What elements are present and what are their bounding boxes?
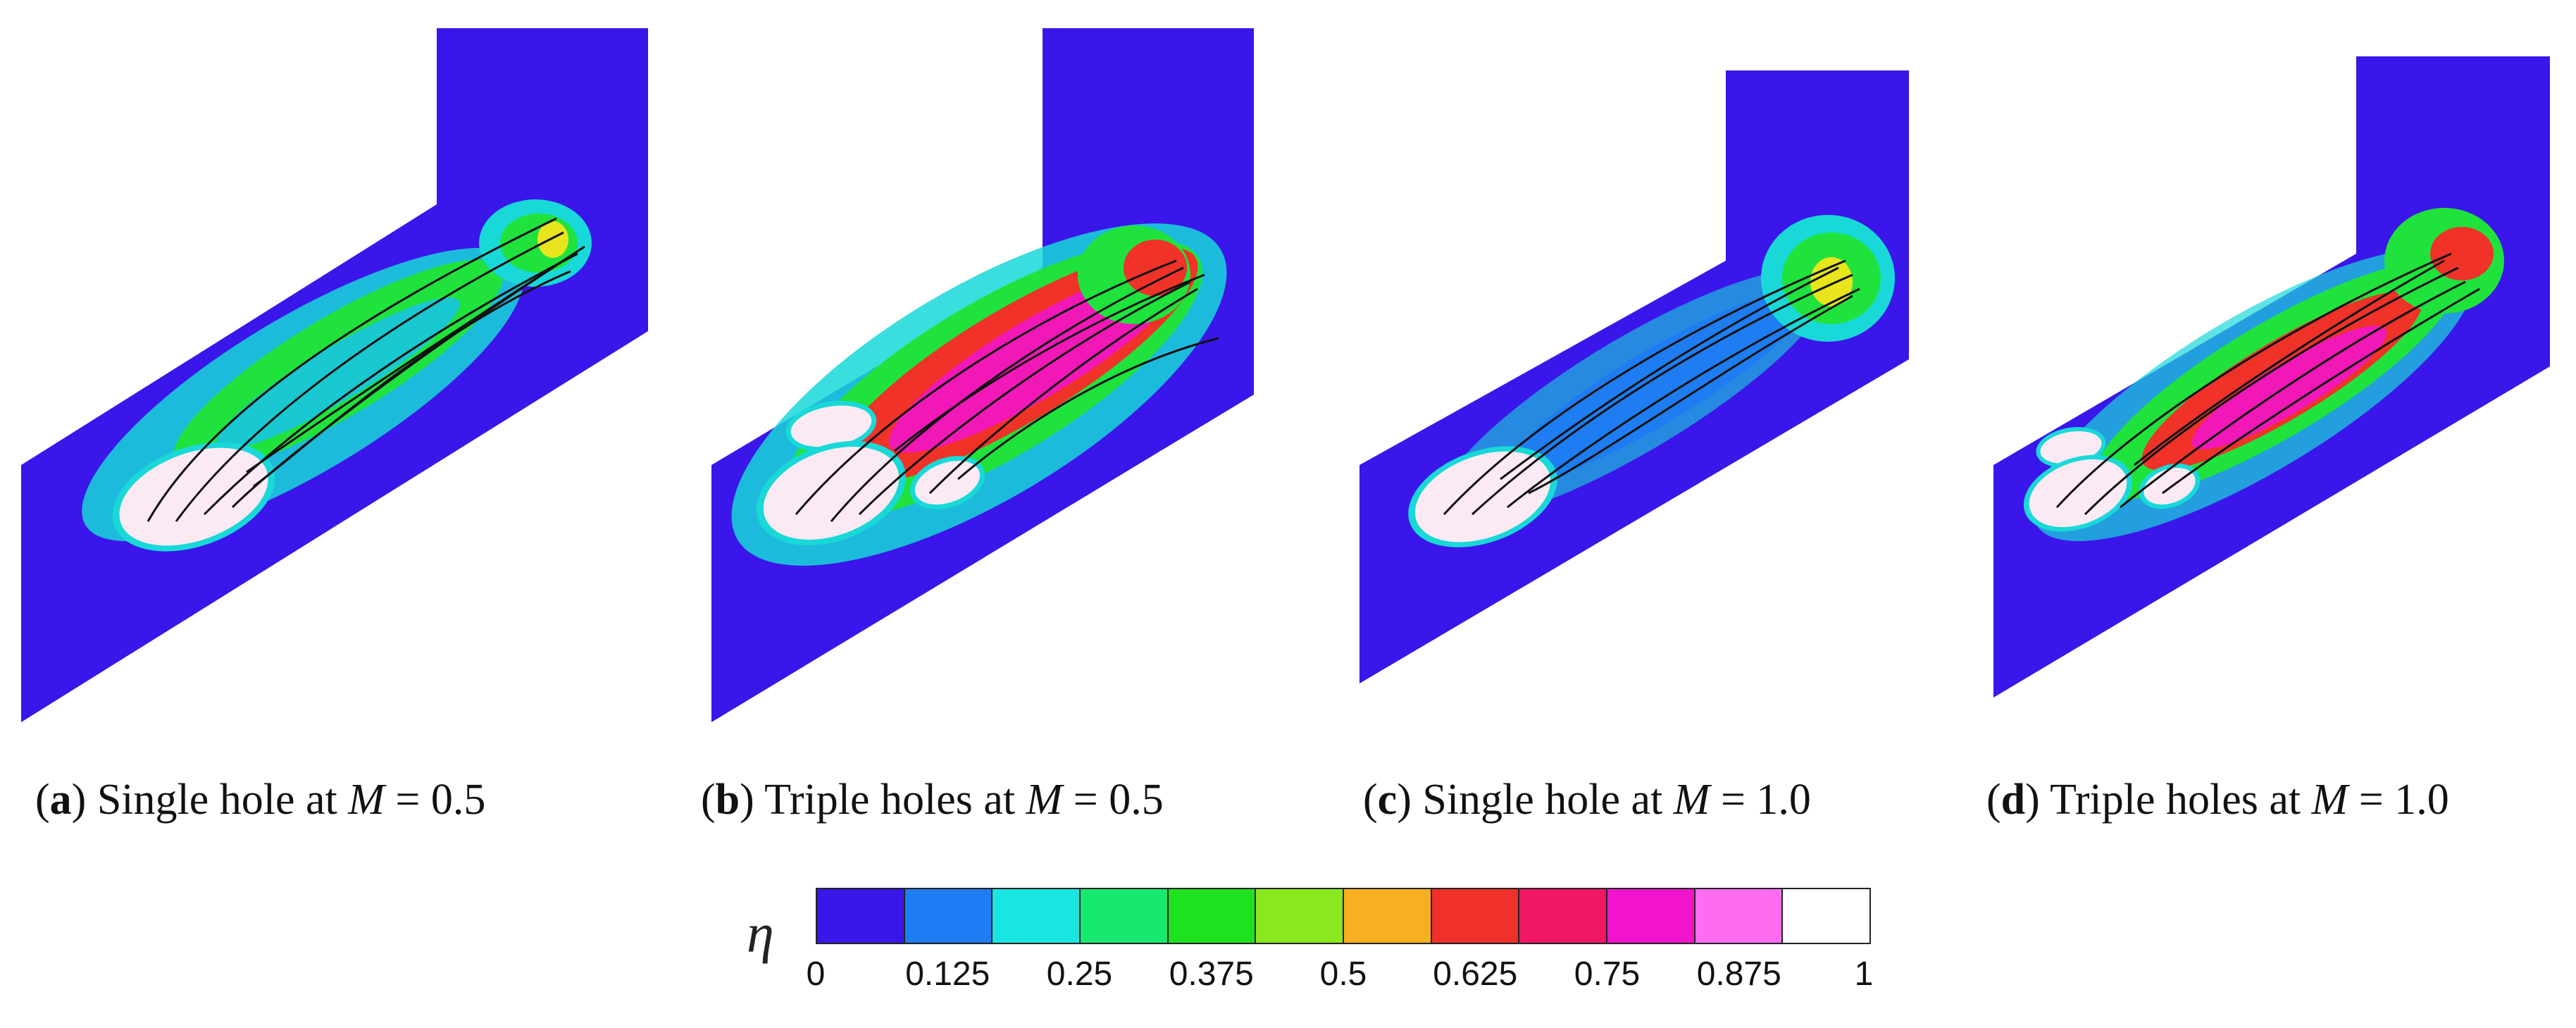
colorbar-tick-label: 0 — [806, 955, 826, 993]
colorbar-cell — [993, 889, 1081, 943]
streamline — [2055, 252, 2452, 509]
contour-plot-c — [1359, 70, 1909, 683]
streamline — [2120, 280, 2466, 509]
streamline — [795, 259, 1177, 515]
colorbar-cell — [1695, 889, 1784, 943]
outlet-hot — [537, 221, 568, 258]
cooling-hole — [763, 447, 900, 540]
colorbar-cell — [1607, 889, 1695, 943]
caption-var: M — [348, 776, 385, 824]
colorbar-cell — [1783, 889, 1870, 943]
colorbar-tick-label: 0.75 — [1574, 955, 1641, 993]
cooling-hole — [914, 460, 981, 505]
streamline — [928, 287, 1198, 495]
streamline — [957, 337, 1219, 481]
streamline — [1528, 295, 1853, 495]
streamline — [246, 245, 585, 473]
streamline — [1443, 259, 1846, 516]
caption-close: ) — [71, 776, 87, 824]
caption-a: (a) Single hole at M = 0.5 — [35, 775, 485, 838]
colorbar-tick-label: 1 — [1854, 955, 1874, 993]
streamline — [2162, 287, 2480, 495]
caption-tag: d — [2001, 776, 2026, 824]
caption-d: (d) Triple holes at M = 1.0 — [1986, 775, 2449, 838]
panel-b — [711, 28, 1345, 733]
contour-plot-d — [1993, 56, 2550, 698]
colorbar-cell — [1256, 889, 1345, 943]
cooling-hole — [1414, 451, 1551, 543]
colorbar-cell — [1081, 889, 1169, 943]
colorbar-tick-label: 0.5 — [1319, 955, 1367, 993]
colorbar-tick-label: 0.375 — [1169, 955, 1254, 993]
streamline — [147, 217, 557, 522]
colorbar-tick-label: 0.875 — [1696, 955, 1781, 993]
caption-value: = 1.0 — [1710, 776, 1811, 824]
colorbar — [816, 888, 1871, 944]
caption-text: Single hole at — [1411, 776, 1674, 824]
caption-value: = 1.0 — [2348, 776, 2449, 824]
caption-close: ) — [2025, 776, 2040, 824]
outlet-center — [1810, 257, 1853, 306]
caption-c: (c) Single hole at M = 1.0 — [1363, 775, 1811, 838]
caption-var: M — [1026, 776, 1063, 824]
panel-d — [1993, 28, 2576, 733]
colorbar-cell — [817, 889, 905, 943]
legend-symbol: η — [747, 903, 774, 964]
colorbar-cell — [1168, 889, 1257, 943]
cooling-hole — [119, 447, 268, 546]
panel-c — [1359, 28, 1993, 733]
caption-text: Triple holes at — [2039, 776, 2312, 824]
caption-var: M — [2311, 776, 2348, 824]
colorbar-legend: η 0 0.125 0.25 0.375 0.5 0.625 0.75 0.875 1 — [747, 874, 1873, 1015]
streamline — [253, 270, 571, 488]
film-center — [216, 297, 460, 450]
contour-plot-b — [711, 28, 1254, 722]
colorbar-cell — [1344, 889, 1432, 943]
contour-plot-a — [21, 28, 648, 722]
outlet-hot — [1124, 240, 1187, 296]
streamlines — [795, 259, 1219, 522]
colorbar-tick-label: 0.125 — [905, 955, 990, 993]
streamlines — [147, 217, 585, 522]
cooling-hole — [790, 405, 872, 447]
colorbar-tick-label: 0.25 — [1046, 955, 1113, 993]
streamline — [2134, 259, 2445, 466]
caption-var: M — [1673, 776, 1710, 824]
streamline — [1507, 287, 1860, 509]
streamline — [830, 266, 1184, 522]
caption-b: (b) Triple holes at M = 0.5 — [701, 775, 1164, 838]
caption-text: Triple holes at — [754, 776, 1026, 824]
caption-tag: b — [715, 776, 740, 824]
caption-close: ) — [1397, 776, 1412, 824]
cooling-hole — [2143, 467, 2196, 505]
streamlines — [2055, 252, 2480, 516]
colorbar-cell — [1519, 889, 1608, 943]
film-core — [1503, 291, 1807, 484]
caption-close: ) — [740, 776, 754, 824]
outlet-hot — [2430, 227, 2494, 280]
streamline — [858, 280, 1191, 516]
colorbar-cell — [1431, 889, 1520, 943]
streamline — [203, 252, 578, 516]
panel-a — [21, 28, 655, 733]
streamline — [1500, 266, 1839, 481]
streamline — [894, 273, 1205, 452]
caption-open: ( — [701, 776, 716, 824]
caption-open: ( — [1363, 776, 1378, 824]
caption-open: ( — [35, 776, 50, 824]
streamline — [1471, 273, 1853, 516]
streamline — [2084, 266, 2459, 516]
caption-text: Single hole at — [86, 776, 349, 824]
colorbar-tick-label: 0.625 — [1433, 955, 1518, 993]
caption-value: = 0.5 — [1062, 776, 1164, 824]
streamlines — [1443, 259, 1860, 516]
caption-tag: a — [49, 776, 72, 824]
streamline — [175, 231, 564, 522]
caption-open: ( — [1986, 776, 2001, 824]
colorbar-cell — [904, 889, 993, 943]
cooling-hole — [2029, 459, 2127, 528]
caption-tag: c — [1377, 776, 1398, 824]
caption-value: = 0.5 — [384, 776, 486, 824]
